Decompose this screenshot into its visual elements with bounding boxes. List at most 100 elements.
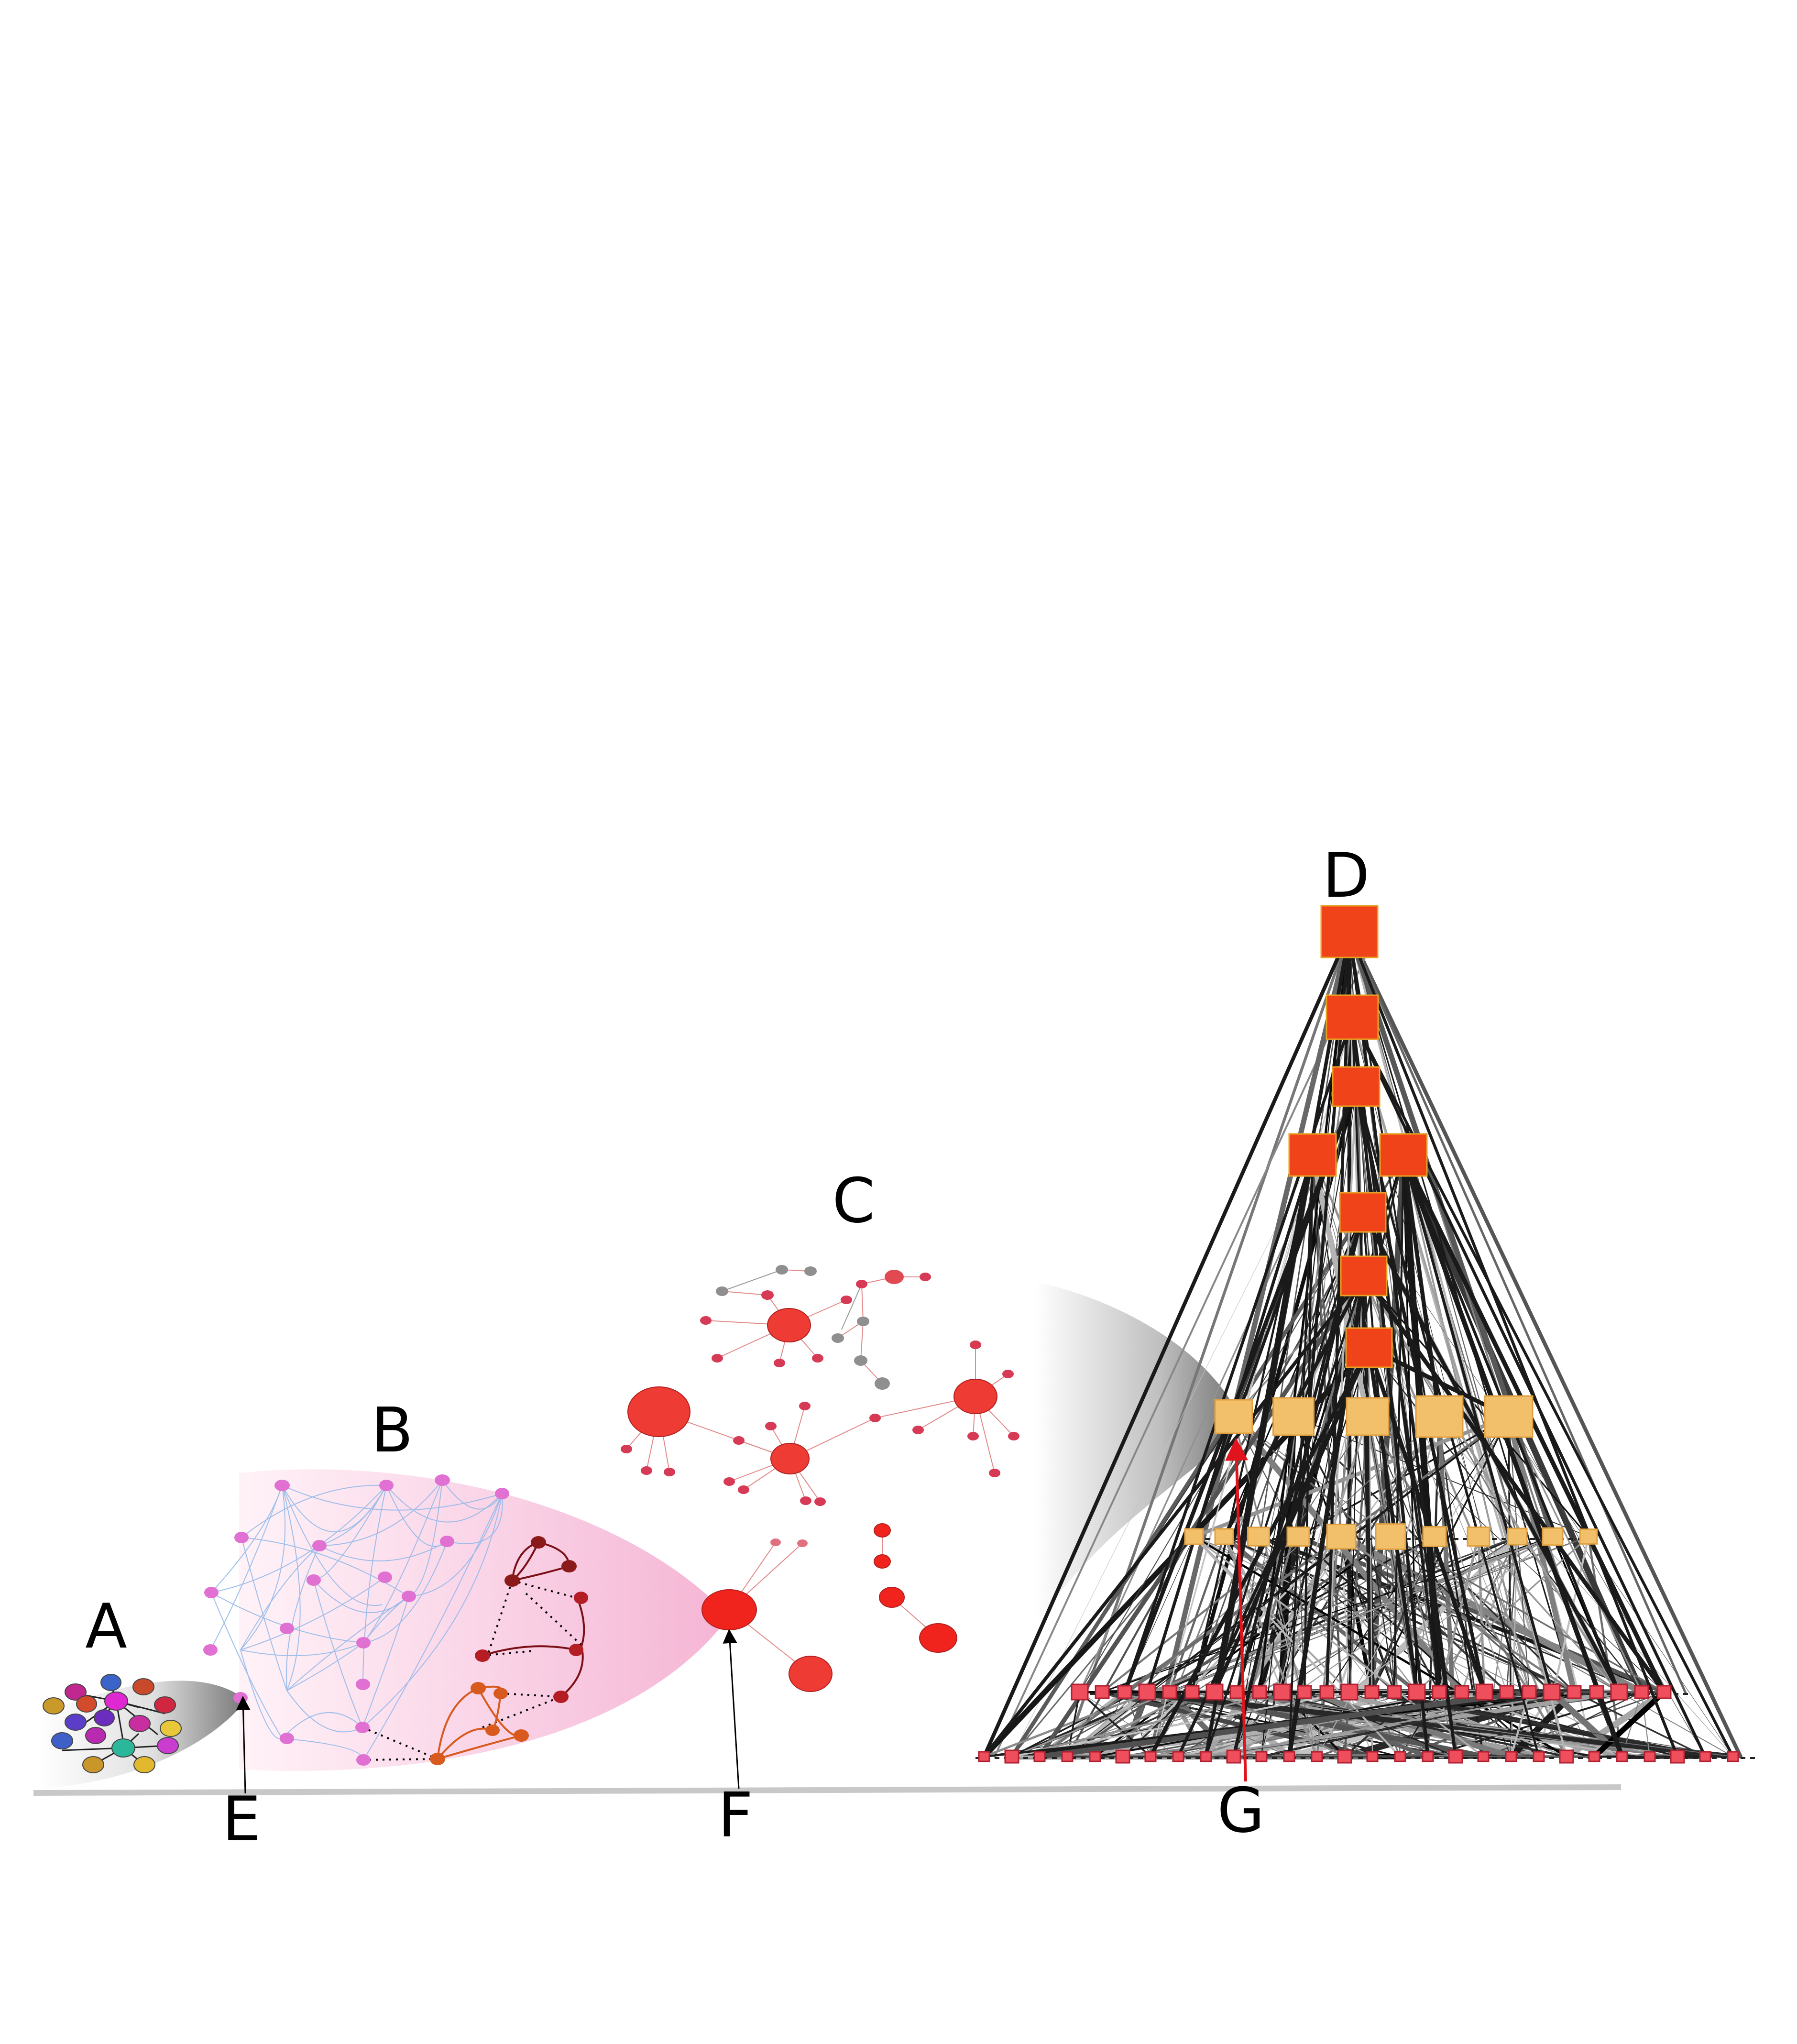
network-edge [1591, 1689, 1667, 1759]
label-e: E [222, 1784, 261, 1855]
network-edge [1148, 929, 1352, 1759]
panel-d-cone [1035, 1282, 1243, 1626]
hierarchy-node-base [1475, 1683, 1493, 1701]
hierarchy-node-mid [1214, 1528, 1234, 1545]
hierarchy-node-base [1205, 1683, 1224, 1701]
network-edge [1478, 1536, 1620, 1693]
network-edge [1390, 1536, 1665, 1693]
hierarchy-node-base [1095, 1685, 1110, 1699]
panel-c-gray-nodes [716, 1265, 890, 1390]
hierarchy-node-base [1656, 1685, 1672, 1699]
network-edge [1348, 1691, 1373, 1758]
label-g: G [1217, 1775, 1264, 1846]
network-edge [1304, 1691, 1457, 1758]
a-node [100, 1674, 121, 1691]
network-edge [1348, 930, 1679, 1758]
hierarchy-node-mid [1375, 1523, 1406, 1550]
panel-a-nodes [43, 1674, 182, 1773]
hierarchy-node-base [1499, 1685, 1514, 1699]
hierarchy-node-base [1644, 1751, 1656, 1762]
panel-d-base-row-lower [978, 1749, 1739, 1764]
c-hub [701, 1589, 757, 1630]
network-edge [1230, 1413, 1465, 1695]
network-edge [1258, 930, 1351, 1693]
hierarchy-node-base [1252, 1685, 1267, 1699]
c-hub [770, 1443, 810, 1474]
panel-c [621, 1265, 1019, 1692]
network-edge [1123, 1415, 1510, 1693]
network-edge [1237, 1416, 1294, 1692]
network-edge [982, 1274, 1366, 1758]
network-edge [1205, 1691, 1575, 1758]
label-b: B [371, 1395, 413, 1466]
hierarchy-node-base [1616, 1751, 1628, 1762]
network-edge [1213, 930, 1351, 1694]
hierarchy-node-base [1364, 1685, 1380, 1699]
pointer-e-arrow [236, 1696, 251, 1794]
hierarchy-node-base [1522, 1685, 1537, 1699]
panel-d-base-row-upper [1071, 1683, 1672, 1701]
network-edge [1326, 1085, 1358, 1693]
hierarchy-node-base [1200, 1751, 1212, 1762]
network-edge [1510, 1691, 1531, 1758]
a-node [65, 1714, 87, 1731]
hierarchy-node-top [1288, 1133, 1337, 1177]
pointer-f-arrow [723, 1629, 740, 1789]
network-edge [1508, 1416, 1706, 1757]
a-node [154, 1696, 176, 1714]
hierarchy-node-base [1297, 1685, 1312, 1699]
a-node [133, 1756, 155, 1773]
hierarchy-node-base [1004, 1749, 1019, 1764]
network-edge [1067, 1416, 1440, 1757]
network-edge [1361, 1274, 1666, 1694]
a-node [111, 1738, 135, 1758]
c-hub [953, 1379, 997, 1414]
panel-c-gray-edges [722, 1269, 862, 1330]
hierarchy-node-mid [1326, 1524, 1357, 1549]
a-node [104, 1692, 128, 1711]
a-node [129, 1715, 151, 1732]
hierarchy-node-base [1366, 1751, 1379, 1762]
hierarchy-node-base [1226, 1749, 1241, 1764]
network-edge [1348, 930, 1687, 1694]
network-edge [1348, 930, 1742, 1758]
network-edge [1401, 1153, 1666, 1694]
network-edge [1362, 1275, 1621, 1693]
network-edge [1401, 1153, 1624, 1759]
hierarchy-node-top [1339, 1192, 1387, 1233]
network-edge [1477, 1535, 1486, 1693]
network-edge [1079, 1086, 1357, 1693]
network-edge [1260, 1691, 1553, 1758]
panel-b [203, 1469, 729, 1771]
hierarchy-node-mid [1184, 1528, 1204, 1545]
network-edge [1205, 1275, 1365, 1758]
network-edge [1508, 1416, 1530, 1693]
hierarchy-node-base [1610, 1683, 1628, 1701]
hierarchy-node-base [1448, 1749, 1463, 1764]
label-d: D [1323, 840, 1370, 912]
hierarchy-node-base [1061, 1751, 1074, 1762]
network-edge [1260, 1154, 1405, 1758]
hierarchy-node-top [1326, 994, 1379, 1040]
network-edge [1390, 1536, 1553, 1693]
panel-d [975, 905, 1755, 1782]
hierarchy-node-base [1273, 1683, 1291, 1701]
hierarchy-node-mid [1286, 1526, 1310, 1547]
baseline [33, 1784, 1622, 1796]
pointer-g-arrow [1225, 1438, 1249, 1782]
hierarchy-node-base [1319, 1685, 1335, 1699]
network-edge [1213, 1211, 1364, 1693]
hierarchy-node-base [978, 1751, 990, 1762]
hierarchy-node-base [1340, 1683, 1359, 1701]
hierarchy-node-base [1394, 1751, 1406, 1762]
hierarchy-node-base [1162, 1685, 1177, 1699]
hierarchy-node-base [1567, 1685, 1582, 1699]
hierarchy-node-mid [1579, 1528, 1598, 1545]
hierarchy-node-top [1379, 1133, 1428, 1177]
network-edge [1205, 1536, 1518, 1758]
hierarchy-node-base [1727, 1751, 1739, 1762]
network-edge [1370, 1535, 1436, 1693]
network-edge [1508, 1416, 1643, 1693]
network-edge [1403, 1154, 1418, 1693]
hierarchy-node-mid [1507, 1528, 1528, 1546]
